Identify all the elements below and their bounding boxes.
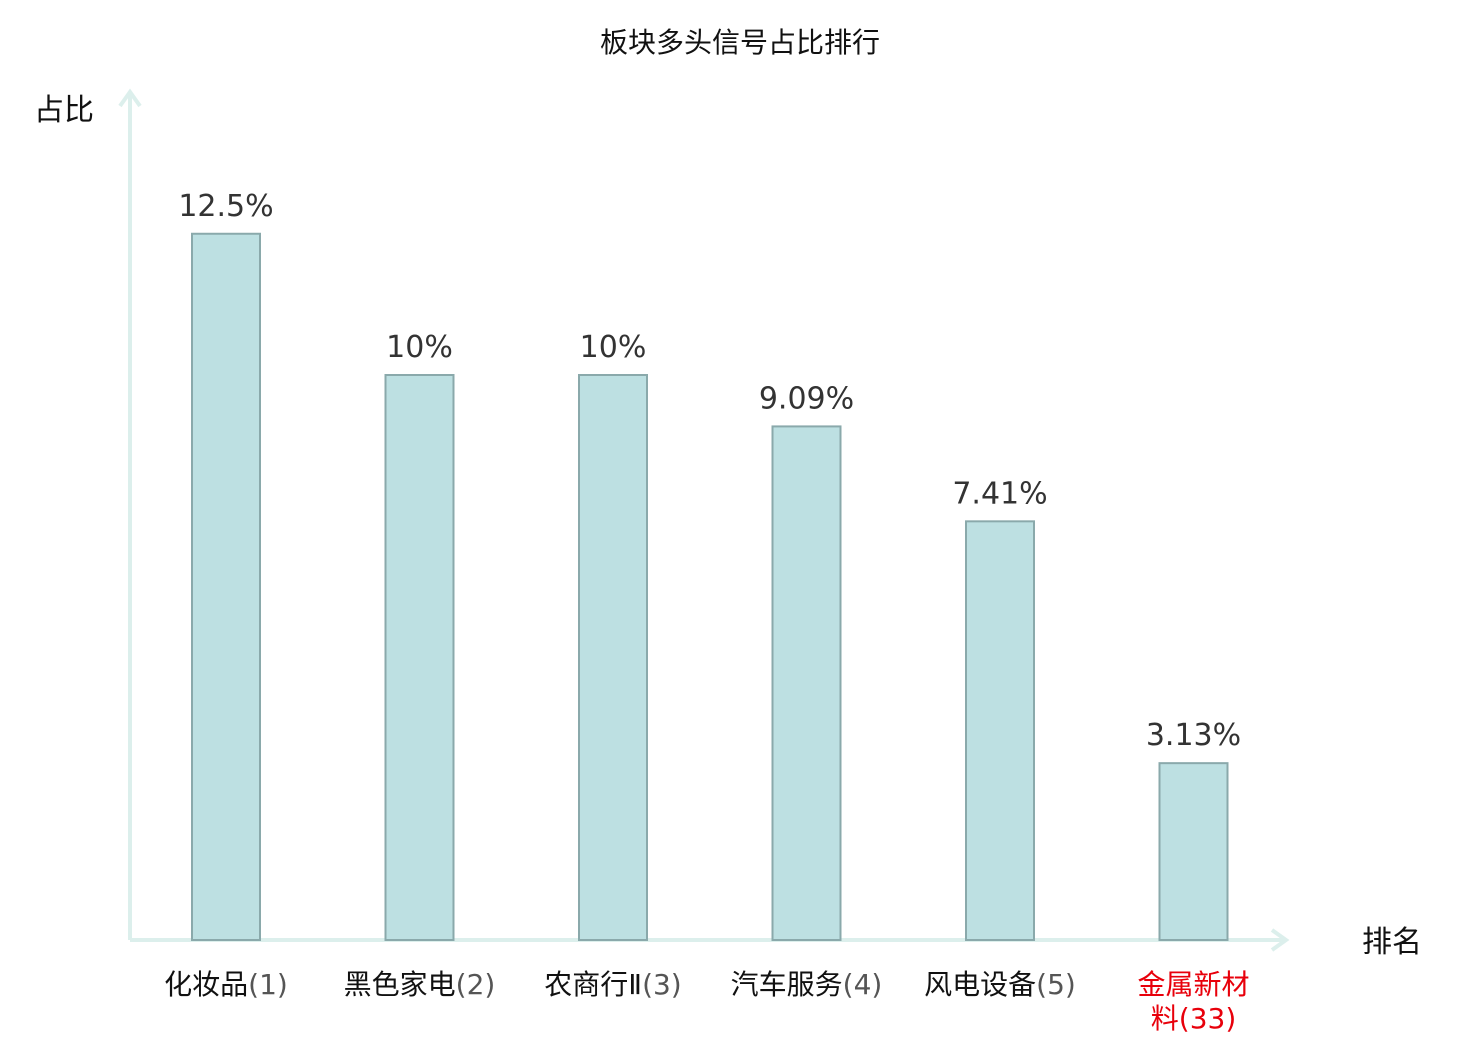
bar-6 <box>1158 762 1229 942</box>
data-label-3: 10% <box>580 330 647 365</box>
value-labels-group: 12.5% 10% 10% 9.09% 7.41% 3.13% <box>178 189 1241 753</box>
data-label-2: 10% <box>386 330 453 365</box>
x-tick-label-1: 化妆品(1) <box>164 968 288 1001</box>
bar-4 <box>771 425 842 942</box>
y-axis-label: 占比 <box>34 93 94 128</box>
bars-group <box>191 232 1229 942</box>
x-tick-label-5: 风电设备(5) <box>924 968 1076 1001</box>
x-axis-arrow <box>1270 928 1290 952</box>
x-tick-label-4: 汽车服务(4) <box>731 968 883 1001</box>
bar-5 <box>965 520 1035 942</box>
data-label-5: 7.41% <box>952 476 1047 511</box>
bar-1 <box>191 232 261 941</box>
x-tick-label-2: 黑色家电(2) <box>344 968 496 1001</box>
data-label-4: 9.09% <box>759 381 854 416</box>
x-tick-label-6-line-2: 料(33) <box>1151 1002 1237 1035</box>
chart-title: 板块多头信号占比排行 <box>600 26 880 59</box>
category-labels-group: 化妆品(1) 黑色家电(2) 农商行Ⅱ(3) 汽车服务(4) 风电设备(5) 金属新材料(… <box>164 968 1249 1035</box>
bar-2 <box>384 374 455 941</box>
x-tick-label-6-line-1: 金属新材 <box>1137 968 1249 1001</box>
x-tick-label-3: 农商行Ⅱ(3) <box>544 968 681 1001</box>
data-label-1: 12.5% <box>178 189 273 224</box>
bar-3 <box>578 374 648 941</box>
y-axis-arrow <box>118 88 142 108</box>
x-axis-label: 排名 <box>1362 925 1422 960</box>
data-label-6: 3.13% <box>1146 718 1241 753</box>
